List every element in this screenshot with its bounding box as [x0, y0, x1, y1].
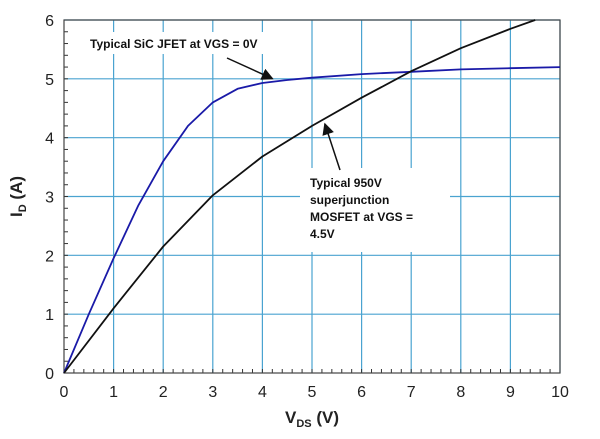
annotation-mosfet-label: MOSFET at VGS = [310, 210, 413, 224]
y-axis-label: ID (A) [7, 176, 29, 217]
x-tick-label: 1 [109, 384, 118, 401]
y-tick-label: 3 [45, 190, 54, 207]
y-tick-label: 1 [45, 307, 54, 324]
y-tick-label: 2 [45, 248, 54, 265]
y-tick-label: 6 [45, 13, 54, 30]
x-tick-label: 2 [159, 384, 168, 401]
annotation-bg [300, 168, 450, 252]
annotation-bg [84, 32, 264, 54]
annotation-mosfet-label: 4.5V [310, 227, 335, 241]
x-tick-label: 5 [308, 384, 317, 401]
series-line-0 [63, 66, 561, 374]
x-tick-label: 3 [208, 384, 217, 401]
x-tick-label: 0 [60, 384, 69, 401]
annotation-arrow [322, 122, 341, 171]
x-tick-label: 4 [258, 384, 267, 401]
series-line-1 [63, 19, 536, 374]
annotation-jfet-label: Typical SiC JFET at VGS = 0V [90, 37, 258, 51]
annotation-arrow [226, 57, 274, 80]
x-tick-label: 9 [506, 384, 515, 401]
y-tick-label: 4 [45, 131, 54, 148]
x-tick-label: 7 [407, 384, 416, 401]
x-tick-label: 6 [357, 384, 366, 401]
annotation-mosfet-label: Typical 950V [310, 176, 382, 190]
y-tick-label: 0 [45, 366, 54, 383]
y-tick-label: 5 [45, 72, 54, 89]
plot-frame [63, 19, 561, 374]
x-axis-label: VDS (V) [285, 408, 339, 430]
x-tick-label: 8 [456, 384, 465, 401]
x-tick-label: 10 [551, 384, 569, 401]
annotation-mosfet-label: superjunction [310, 193, 389, 207]
